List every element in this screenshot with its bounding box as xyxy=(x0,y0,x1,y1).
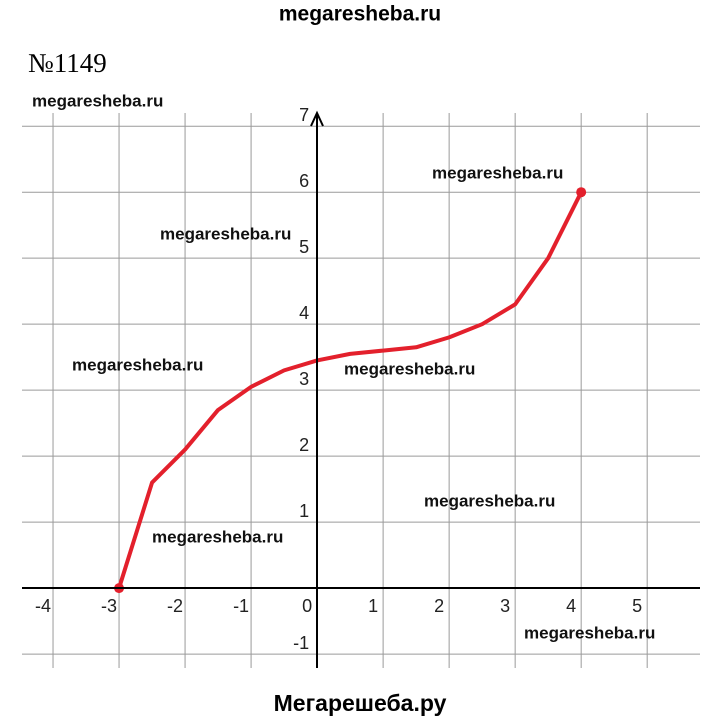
x-tick-label: 1 xyxy=(368,596,378,616)
x-tick-label: -1 xyxy=(233,596,249,616)
watermark: megaresheba.ru xyxy=(160,224,291,243)
x-tick-label: -3 xyxy=(101,596,117,616)
curve xyxy=(117,190,584,591)
problem-number: №1149 xyxy=(28,48,107,78)
header: megaresheba.ru xyxy=(279,3,441,26)
y-arrow xyxy=(310,110,324,127)
watermark: megaresheba.ru xyxy=(152,527,283,546)
x-tick-label: 5 xyxy=(632,596,642,616)
y-tick-label: 6 xyxy=(299,171,309,191)
x-tick-label: -4 xyxy=(35,596,51,616)
watermark: megaresheba.ru xyxy=(524,623,655,642)
x-tick-label: 2 xyxy=(434,596,444,616)
y-tick-label: 2 xyxy=(299,435,309,455)
y-tick-label: 3 xyxy=(299,369,309,389)
x-tick-label: -2 xyxy=(167,596,183,616)
y-tick-label: 7 xyxy=(299,105,309,125)
watermark: megaresheba.ru xyxy=(432,163,563,182)
watermark: megaresheba.ru xyxy=(32,91,163,110)
y-tick-label: 5 xyxy=(299,237,309,257)
end-point xyxy=(576,187,587,198)
x-tick-label: 3 xyxy=(500,596,510,616)
footer: Мегарешеба.ру xyxy=(274,690,447,716)
x-tick-label: 0 xyxy=(302,596,312,616)
y-tick-label: -1 xyxy=(293,633,309,653)
plot: -4 -3 -2 -1 0 1 2 3 4 5 -1 1 2 3 4 5 6 7 xyxy=(22,105,700,668)
watermark: megaresheba.ru xyxy=(344,359,475,378)
y-tick-label: 4 xyxy=(299,303,309,323)
watermark: megaresheba.ru xyxy=(424,491,555,510)
y-tick-label: 1 xyxy=(299,501,309,521)
x-tick-label: 4 xyxy=(566,596,576,616)
watermark: megaresheba.ru xyxy=(72,355,203,374)
axes xyxy=(22,110,700,668)
